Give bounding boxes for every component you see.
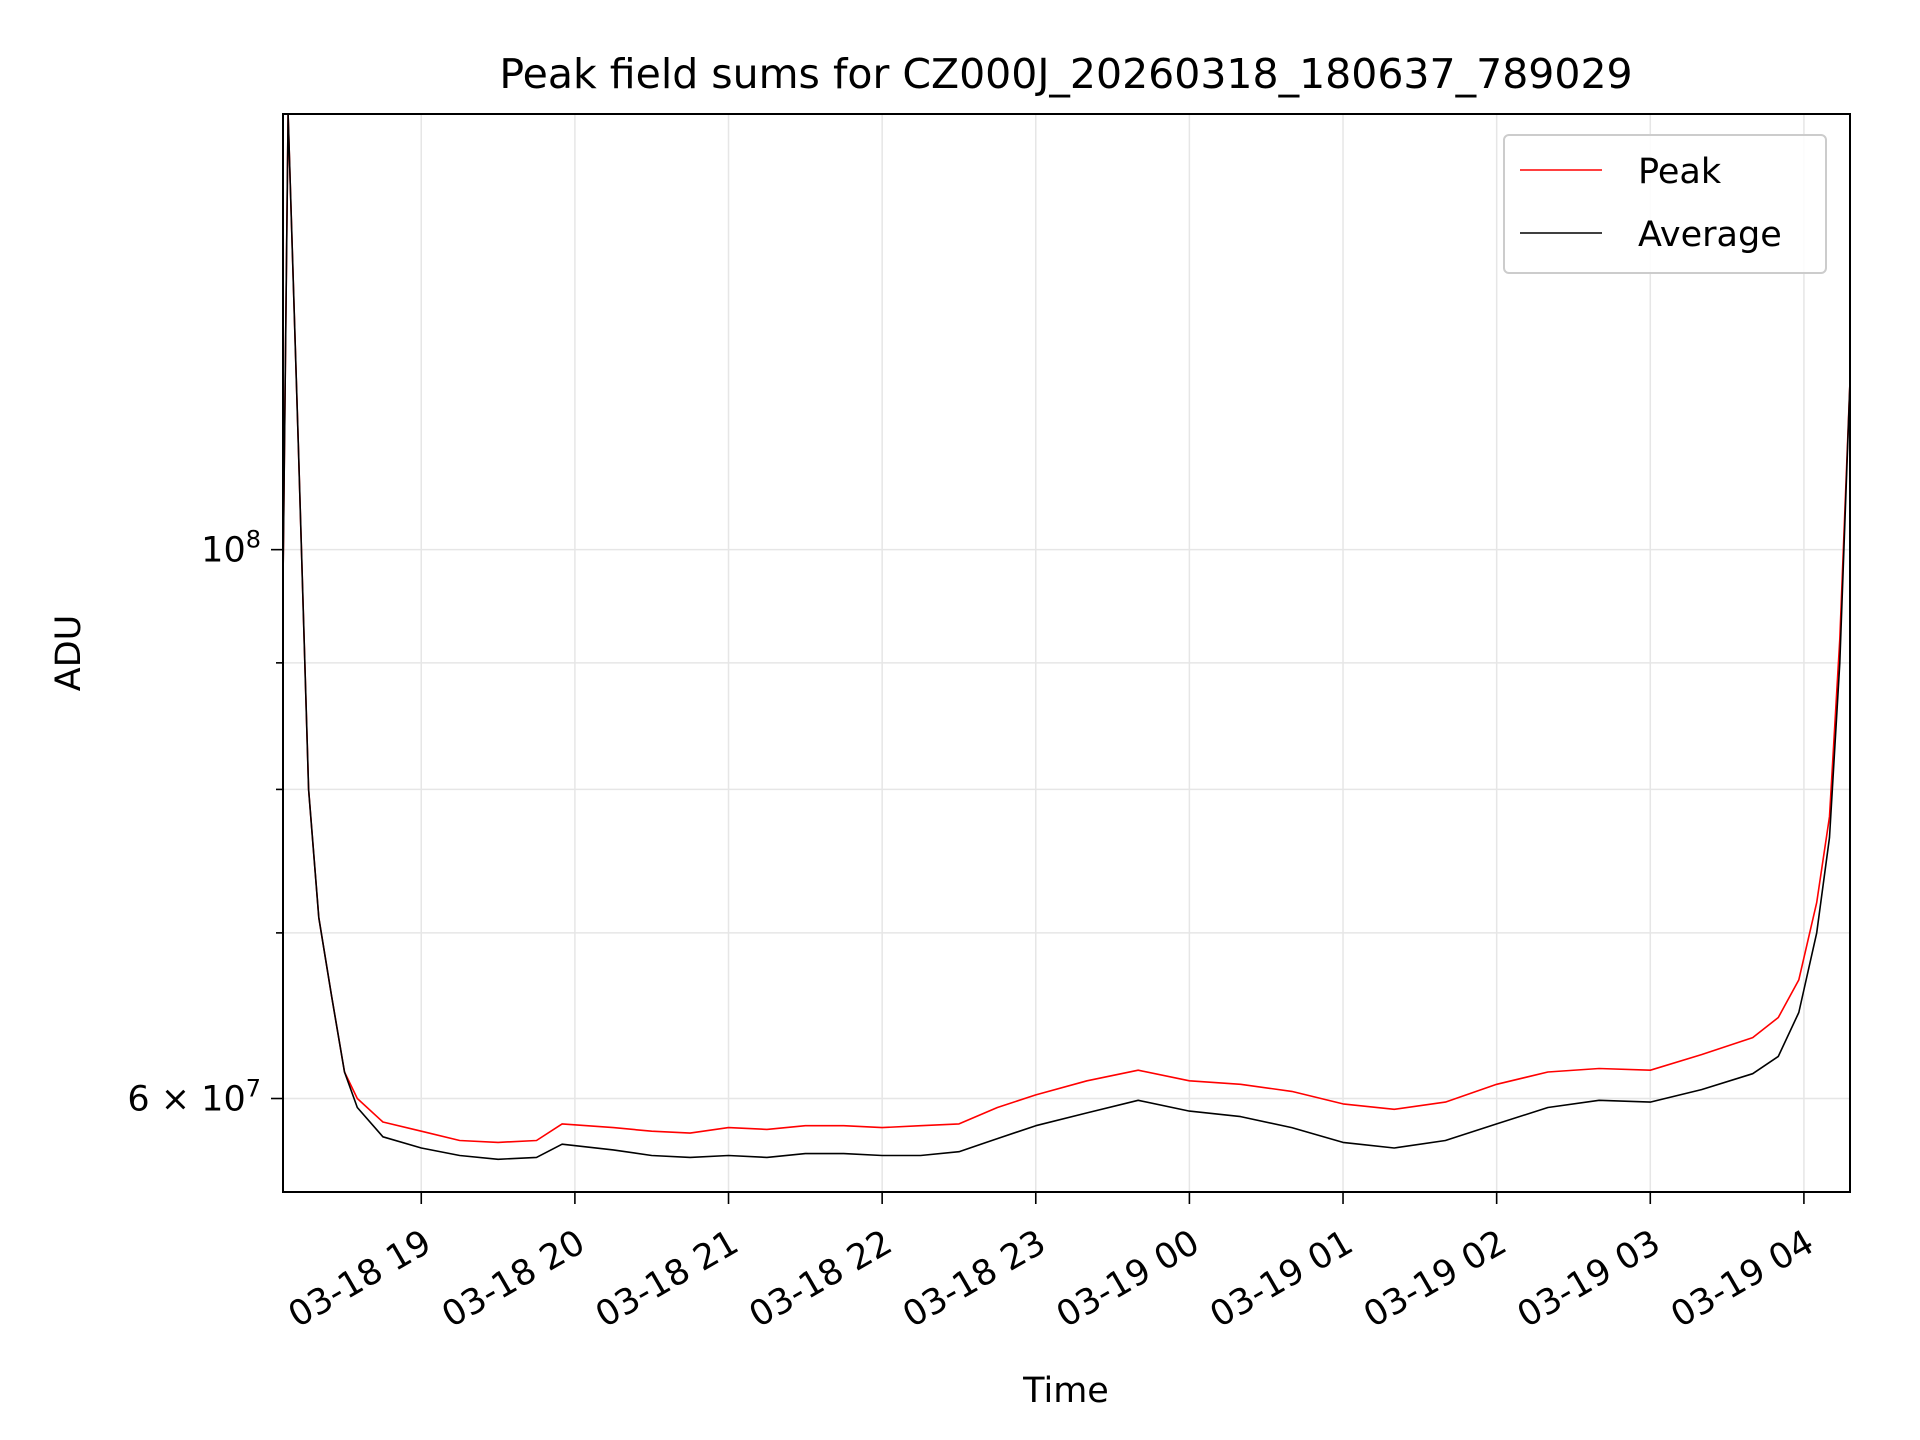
chart-title: Peak field sums for CZ000J_20260318_1806… — [499, 50, 1632, 98]
x-axis-label: Time — [1022, 1371, 1109, 1411]
y-tick-label: 6 × 107 — [127, 1075, 261, 1120]
legend-label-average: Average — [1638, 215, 1782, 255]
y-tick-label: 108 — [201, 526, 261, 571]
legend-label-peak: Peak — [1638, 152, 1722, 192]
legend: Peak Average — [1503, 134, 1827, 274]
axes-frame — [282, 113, 1851, 1193]
series-layer — [283, 114, 1850, 1161]
series-line-peak — [283, 114, 1850, 1144]
y-axis-label: ADU — [49, 615, 89, 692]
series-line-average — [283, 114, 1850, 1161]
grid — [283, 114, 1850, 1192]
